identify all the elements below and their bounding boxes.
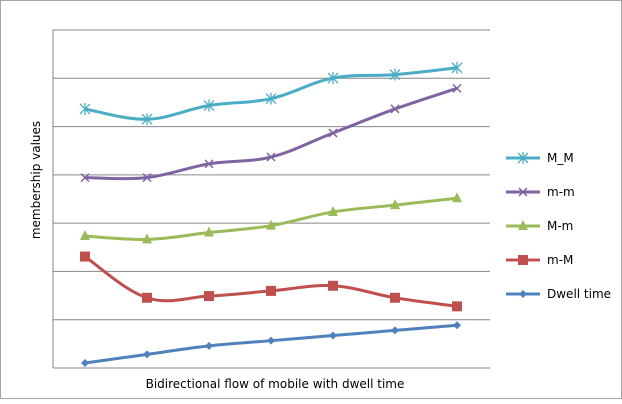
data-point (80, 229, 90, 240)
data-point (266, 152, 276, 162)
data-point (203, 99, 215, 112)
legend-item: m-M (506, 253, 573, 267)
data-point (79, 102, 91, 115)
series-m-m (79, 61, 463, 126)
data-point (452, 192, 462, 203)
legend-swatch-marker (518, 187, 528, 197)
data-point (391, 326, 399, 335)
data-point (390, 199, 400, 210)
data-point (328, 280, 338, 291)
data-point (205, 341, 213, 350)
x-axis-label: Bidirectional flow of mobile with dwell … (146, 377, 405, 391)
data-point (329, 331, 337, 340)
legend: M_M m-m M-m m-M Dwell time (506, 151, 611, 301)
data-point (389, 68, 401, 81)
y-axis-label: membership values (29, 121, 43, 239)
data-point (265, 92, 277, 105)
data-point (327, 72, 339, 85)
series-m-m (80, 192, 462, 244)
axes (52, 30, 490, 369)
data-point (451, 61, 463, 74)
data-point (452, 301, 462, 312)
data-point (142, 233, 152, 244)
data-point (142, 173, 152, 183)
data-point (204, 291, 214, 302)
data-point (328, 205, 338, 216)
data-point (204, 226, 214, 237)
data-point (143, 350, 151, 359)
legend-swatch-marker (518, 220, 528, 230)
data-point (453, 321, 461, 330)
legend-label: Dwell time (547, 287, 611, 301)
data-point (204, 159, 214, 169)
legend-swatch-marker (518, 255, 528, 265)
legend-swatch-marker (519, 290, 527, 298)
series-m-m (80, 83, 462, 183)
data-point (452, 83, 462, 93)
legend-label: m-m (547, 185, 575, 199)
data-point (267, 336, 275, 345)
data-point (80, 251, 90, 262)
series-m-m (80, 251, 462, 312)
data-point (80, 173, 90, 183)
data-point (266, 285, 276, 296)
legend-label: m-M (547, 253, 573, 267)
legend-label: M_M (547, 151, 574, 165)
data-point (328, 128, 338, 138)
data-point (141, 113, 153, 126)
legend-swatch-marker (517, 152, 529, 164)
series-dwell-time (81, 321, 461, 367)
legend-item: M-m (506, 219, 573, 233)
data-point (266, 219, 276, 230)
legend-item: M_M (506, 151, 574, 165)
series-lines (79, 61, 463, 367)
legend-item: Dwell time (506, 287, 611, 301)
data-point (142, 292, 152, 303)
data-point (81, 359, 89, 367)
legend-label: M-m (547, 219, 573, 233)
legend-item: m-m (506, 185, 575, 199)
data-point (390, 104, 400, 114)
data-point (390, 292, 400, 303)
